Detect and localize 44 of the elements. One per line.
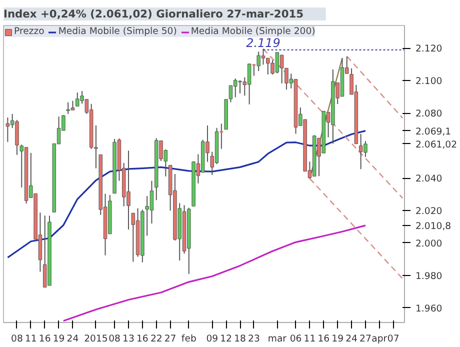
x-tick-label: 08 [11, 334, 23, 344]
y-tick-label: 2.040 [416, 174, 442, 185]
y-tick-label: 2.010,8 [416, 220, 452, 232]
x-tick-label: 09 [206, 334, 218, 344]
x-tick-label: 16 [318, 334, 330, 344]
x-tick-label: 16 [136, 334, 148, 344]
x-tick-label: 23 [248, 334, 260, 344]
x-tick-label: 16 [38, 334, 51, 344]
x-tick-label: 11 [24, 334, 37, 344]
x-tick-label: 27 [164, 334, 176, 344]
x-tick-label: 13 [122, 334, 134, 344]
x-tick-label: 06 [290, 334, 302, 344]
x-tick-label: 11 [304, 334, 316, 344]
x-tick-label: 27 [360, 334, 372, 344]
x-tick-label: 24 [66, 334, 79, 344]
y-tick-label: 2.100 [416, 76, 442, 88]
legend-label: Media Mobile (Simple 200) [190, 26, 316, 37]
x-tick-label: 24 [346, 334, 358, 344]
ref-line-label: 2.119 [246, 36, 280, 50]
x-tick-label: mar [268, 334, 287, 344]
x-tick-label: 19 [332, 334, 344, 344]
line-series [6, 130, 366, 258]
y-tick-label: 1.980 [416, 270, 442, 282]
x-tick-label: 18 [234, 334, 246, 344]
y-tick-label: 2.080 [416, 108, 442, 120]
chart-title: Index +0,24% (2.061,02) Giornaliero 27-mar-2015 [4, 8, 304, 20]
y-tick-label: 2.069,1 [416, 126, 452, 138]
x-tick-label: 12 [220, 334, 232, 344]
y-tick-label: 2.061,02 [416, 139, 458, 150]
y-tick-label: 2.000 [416, 238, 442, 250]
candlestick [131, 212, 136, 262]
x-tick-label: 07 [387, 334, 400, 344]
y-tick-label: 1.960 [416, 303, 442, 314]
x-tick-label: 22 [150, 334, 162, 344]
legend-label: Media Mobile (Simple 50) [58, 26, 177, 37]
y-tick-label: 2.020 [416, 206, 442, 218]
legend-label: Prezzo [14, 26, 44, 37]
x-tick-label: 08 [108, 334, 121, 344]
x-tick-label: apr [372, 334, 388, 344]
x-tick-label: 2015 [84, 334, 108, 344]
y-tick-label: 2.120 [416, 44, 442, 55]
line-series [62, 224, 366, 322]
x-tick-label: 19 [52, 334, 65, 344]
x-tick-label: feb [181, 334, 196, 344]
